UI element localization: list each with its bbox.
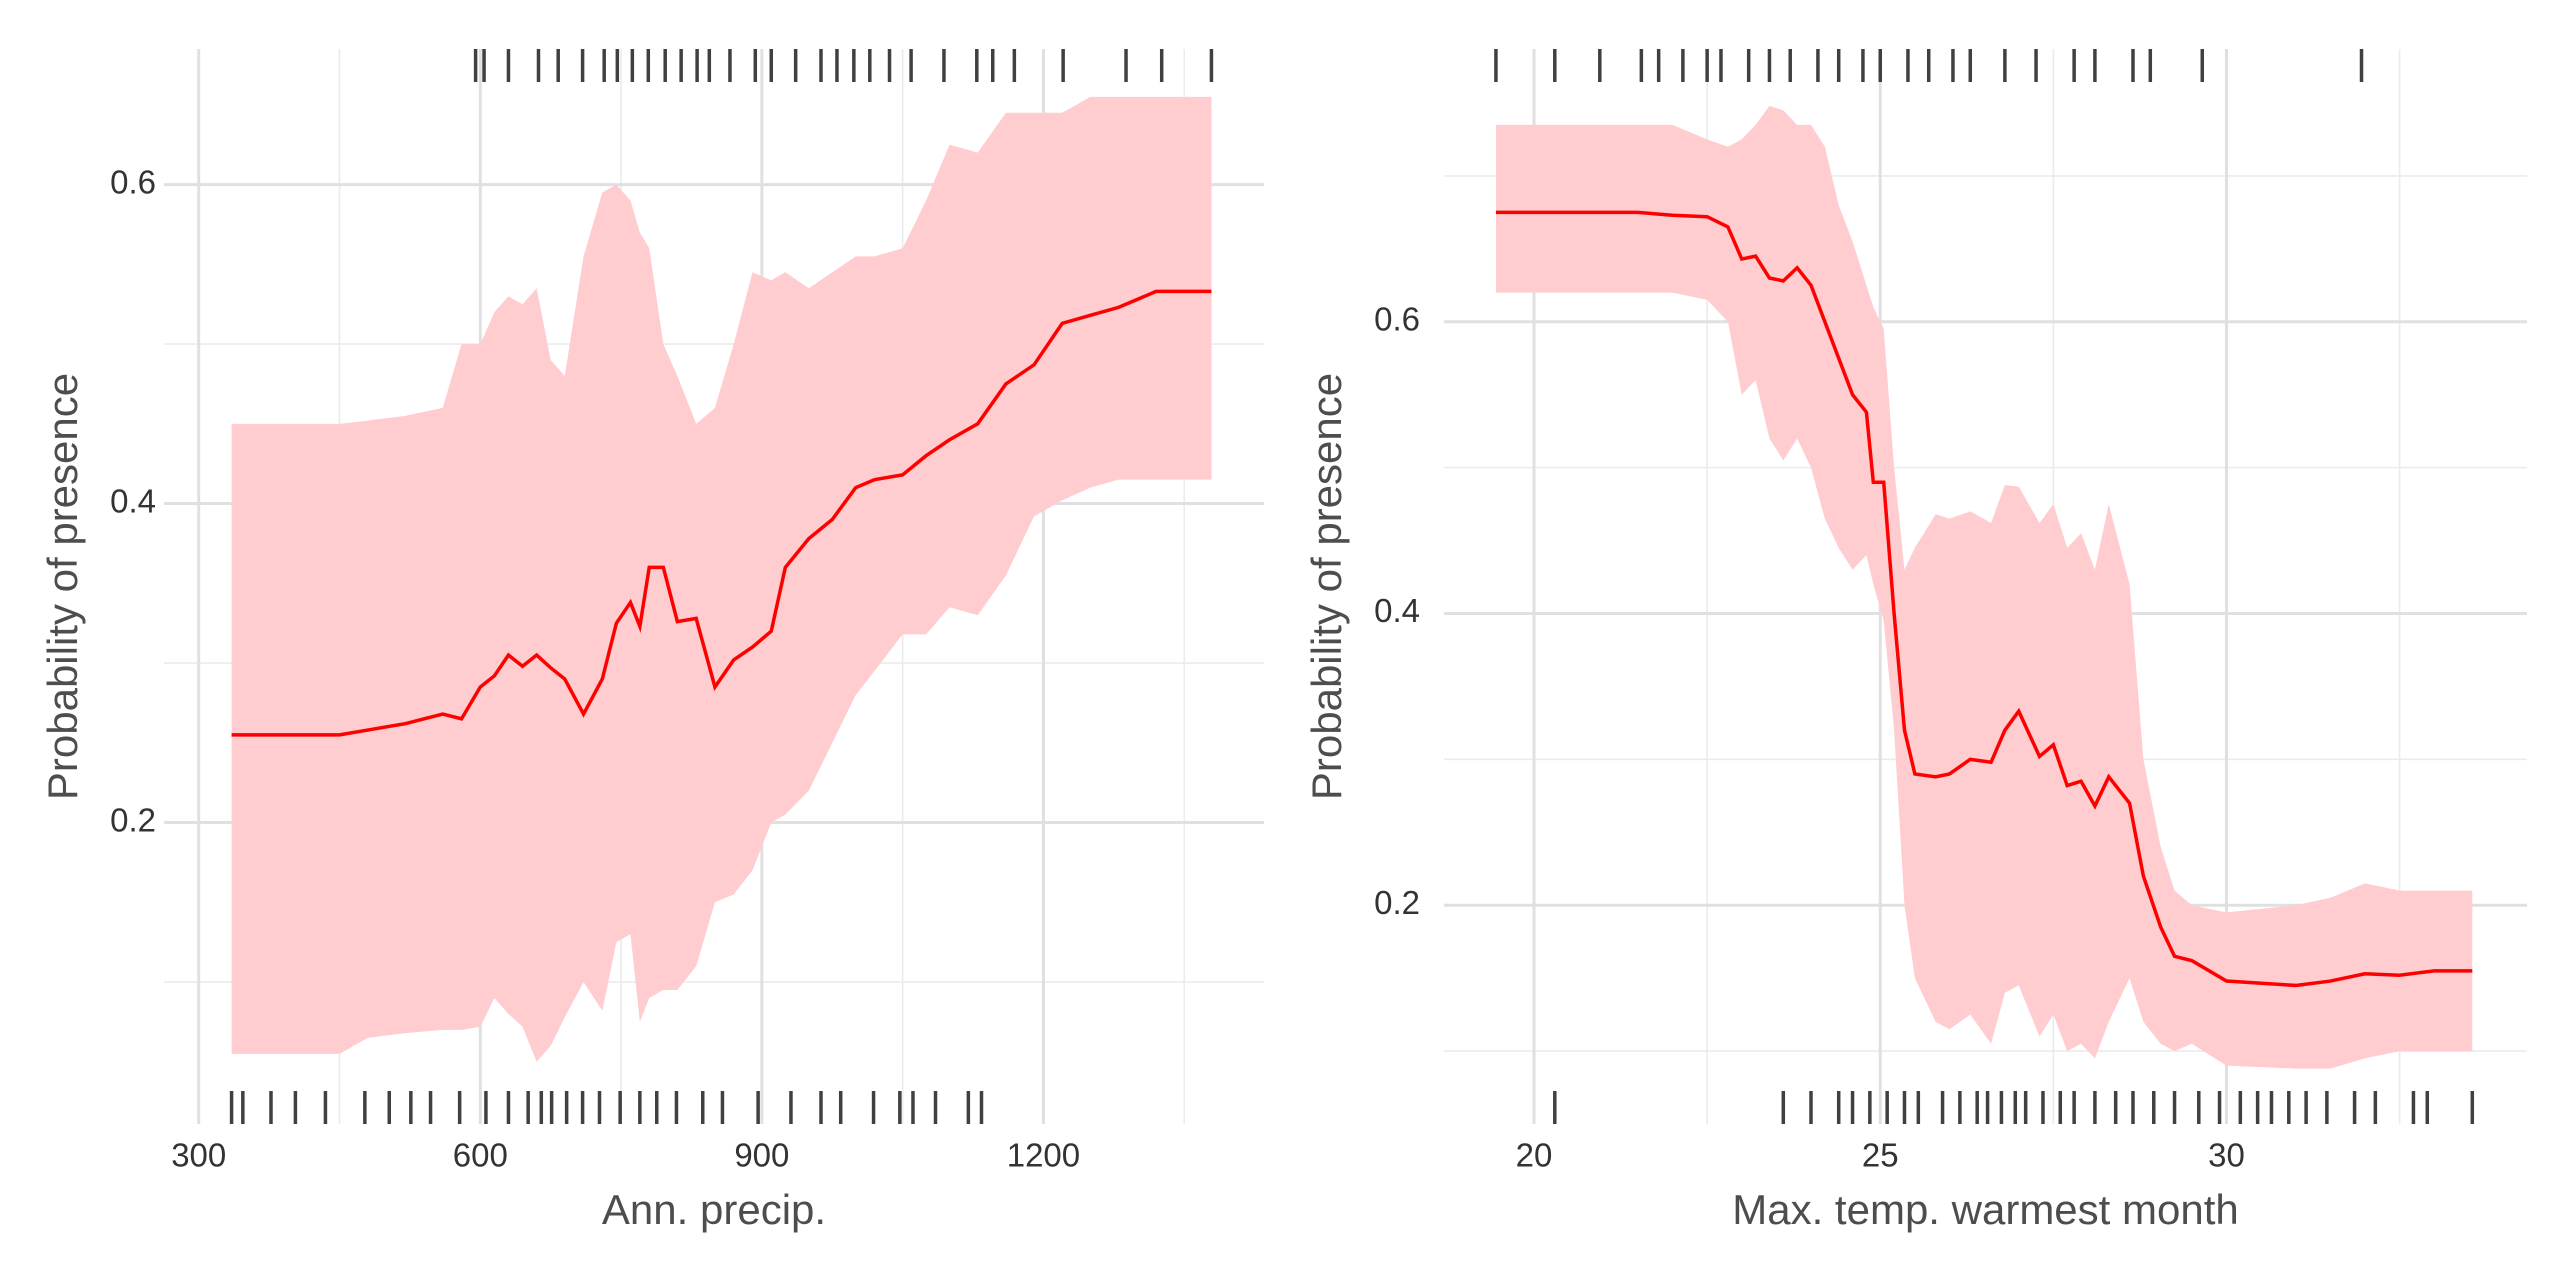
confidence-band bbox=[1495, 105, 2473, 1069]
x-tick-label: 30 bbox=[2208, 1137, 2245, 1174]
x-tick-label: 1200 bbox=[1007, 1137, 1080, 1174]
y-axis-title: Probability of presence bbox=[39, 373, 86, 800]
x-tick-label: 900 bbox=[734, 1137, 789, 1174]
y-axis-title: Probability of presence bbox=[1303, 373, 1350, 800]
y-tick-label: 0.6 bbox=[110, 163, 156, 200]
x-tick-label: 600 bbox=[453, 1137, 508, 1174]
y-tick-label: 0.4 bbox=[1374, 592, 1420, 629]
x-tick-label: 25 bbox=[1862, 1137, 1899, 1174]
x-tick-label: 300 bbox=[171, 1137, 226, 1174]
line bbox=[1495, 210, 2473, 988]
y-tick-label: 0.6 bbox=[1374, 300, 1420, 337]
confidence-band bbox=[231, 96, 1212, 1062]
x-axis-title: Max. temp. warmest month bbox=[1732, 1186, 2238, 1233]
x-axis-title: Ann. precip. bbox=[602, 1186, 826, 1233]
x-tick-label: 20 bbox=[1516, 1137, 1553, 1174]
y-tick-label: 0.2 bbox=[1374, 884, 1420, 921]
y-tick-label: 0.4 bbox=[110, 482, 156, 519]
line bbox=[231, 289, 1212, 737]
y-tick-label: 0.2 bbox=[110, 801, 156, 838]
